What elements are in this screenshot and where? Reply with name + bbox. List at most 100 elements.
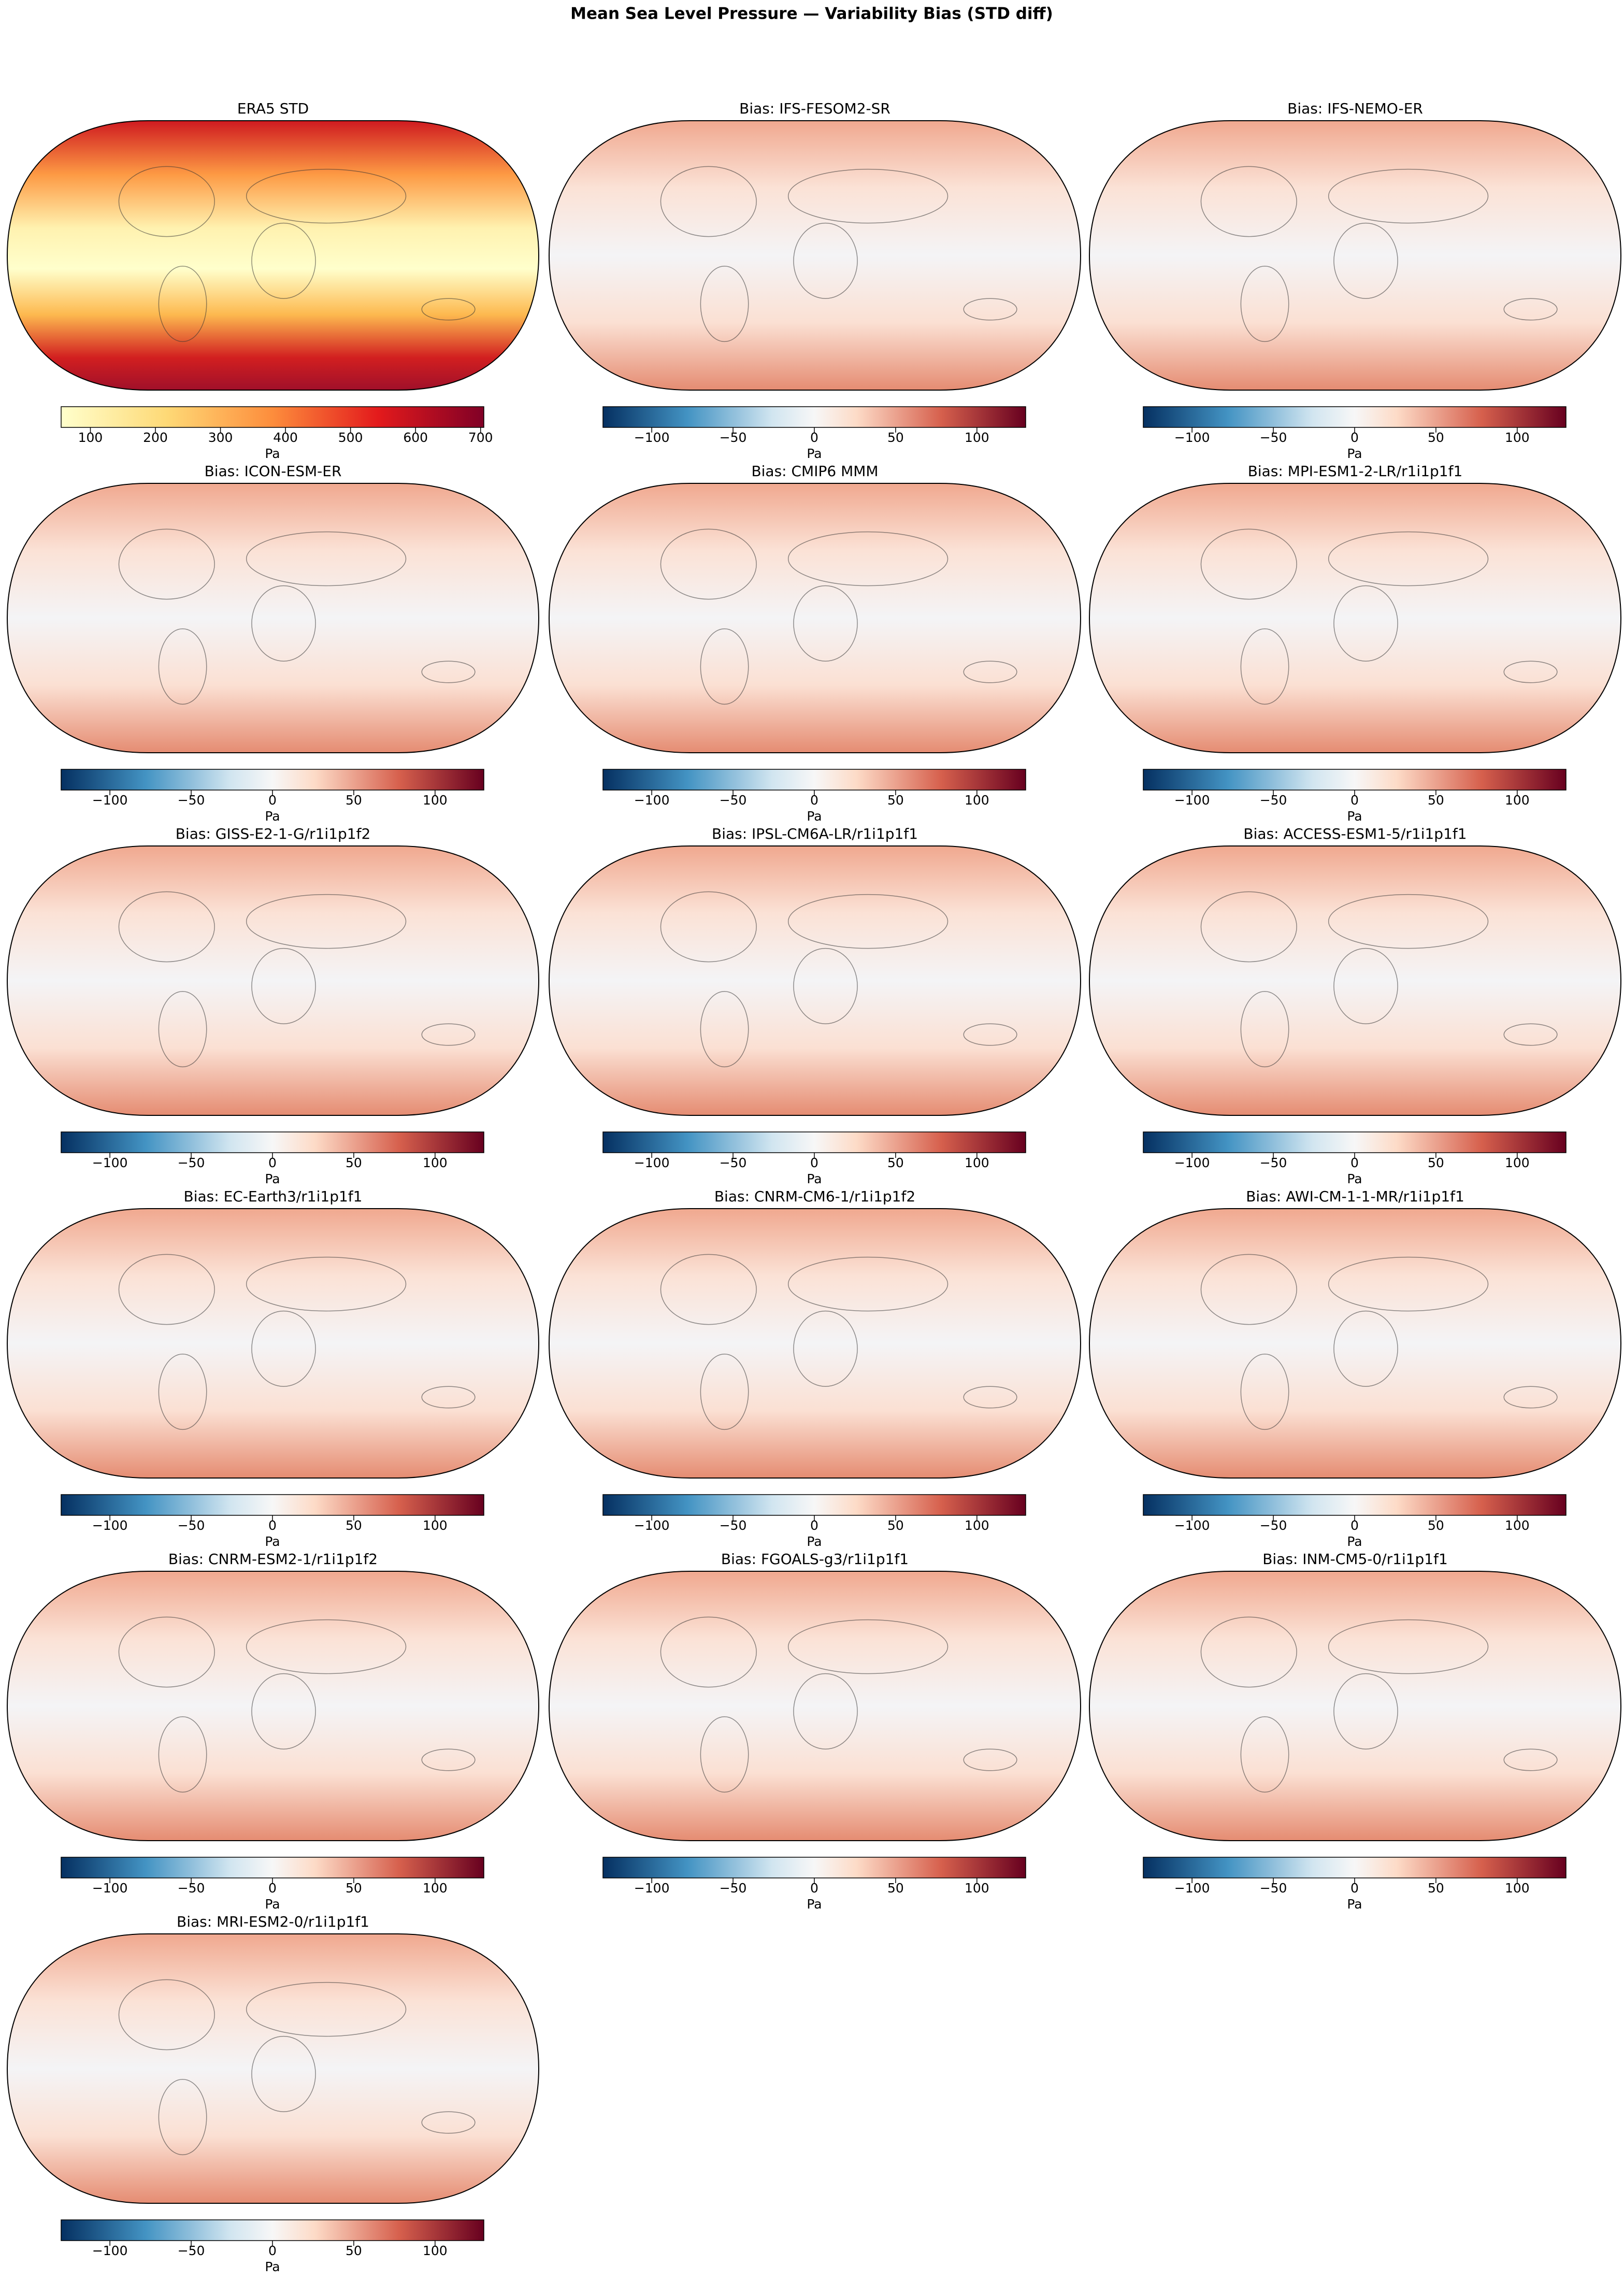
colorbar-tick-label: −100 (1174, 1881, 1210, 1896)
continent (246, 168, 407, 224)
colorbar-tick-label: 0 (268, 2243, 277, 2258)
panel-title: Bias: CMIP6 MMM (751, 463, 878, 480)
colorbar-tick-label: 100 (1505, 1518, 1530, 1533)
colorbar-tick-label: 500 (338, 430, 363, 445)
colorbar-tick-label: −100 (1174, 793, 1210, 808)
colorbar-tick-label: −100 (634, 1518, 670, 1533)
continent (700, 1354, 749, 1430)
colorbar-tick-label: 0 (810, 793, 818, 808)
panel-title: Bias: MRI-ESM2-0/r1i1p1f1 (177, 1913, 369, 1930)
map (1088, 1208, 1622, 1479)
continent (251, 2035, 316, 2112)
colorbar-tick-label: 50 (887, 1518, 904, 1533)
continent (793, 948, 858, 1024)
continent (158, 1716, 207, 1793)
continent (1200, 1254, 1297, 1325)
colorbar-label: Pa (265, 2259, 280, 2274)
colorbar (1143, 1857, 1566, 1878)
colorbar-tick-label: −100 (1174, 430, 1210, 445)
continent (421, 661, 476, 683)
panel-title: Bias: EC-Earth3/r1i1p1f1 (184, 1188, 363, 1205)
colorbar-tick-label: 0 (268, 1881, 277, 1896)
continent (118, 1616, 215, 1688)
continent (421, 1023, 476, 1046)
panel: Bias: AWI-CM-1-1-MR/r1i1p1f1 −100 −50 0 50 10… (1088, 1188, 1622, 1549)
continent (1328, 1619, 1489, 1674)
continent (251, 1310, 316, 1387)
map (6, 1571, 540, 1841)
continent (1503, 1023, 1558, 1046)
colorbar (61, 406, 484, 428)
colorbar (1143, 1494, 1566, 1516)
map (548, 483, 1082, 753)
panel: Bias: ACCESS-ESM1-5/r1i1p1f1 −100 −50 0 50 10… (1088, 825, 1622, 1186)
colorbar-tick-label: −50 (178, 2243, 205, 2258)
colorbar-tick-label: 50 (1428, 1881, 1444, 1896)
panel-title: Bias: FGOALS-g3/r1i1p1f1 (721, 1551, 909, 1568)
colorbar-label: Pa (265, 809, 280, 824)
continent (246, 1982, 407, 2037)
continent (118, 528, 215, 600)
panel: Bias: ICON-ESM-ER −100 −50 0 50 100 Pa (6, 463, 540, 824)
continent (787, 168, 948, 224)
continent (793, 222, 858, 299)
colorbar-tick-label: −100 (1174, 1155, 1210, 1170)
continent (700, 991, 749, 1068)
colorbar (1143, 769, 1566, 791)
colorbar-tick-label: 100 (1505, 1155, 1530, 1170)
colorbar-tick-label: −50 (720, 1881, 747, 1896)
continent (1333, 948, 1398, 1024)
colorbar (1143, 1131, 1566, 1153)
colorbar-tick-label: −50 (1260, 793, 1287, 808)
continent (1240, 266, 1289, 342)
panel: Bias: MRI-ESM2-0/r1i1p1f1 −100 −50 0 50 100 Pa (6, 1913, 540, 2274)
continent (660, 891, 757, 963)
colorbar-tick-label: 100 (965, 1881, 989, 1896)
colorbar-tick-label: 50 (346, 793, 362, 808)
panel: Bias: GISS-E2-1-G/r1i1p1f2 −100 −50 0 50 100 P… (6, 825, 540, 1186)
continent (1333, 222, 1398, 299)
colorbar-tick-label: 50 (887, 1881, 904, 1896)
continent (1503, 1748, 1558, 1771)
colorbar-tick-label: 50 (887, 430, 904, 445)
colorbar-tick-label: 100 (423, 2243, 448, 2258)
panel: Bias: MPI-ESM1-2-LR/r1i1p1f1 −100 −50 0 50 10… (1088, 463, 1622, 824)
colorbar-tick-label: −50 (1260, 1881, 1287, 1896)
colorbar-tick-label: 0 (810, 1518, 818, 1533)
colorbar-tick-label: 0 (1350, 430, 1359, 445)
continent (421, 1386, 476, 1409)
continent (1503, 1386, 1558, 1409)
colorbar-label: Pa (807, 809, 822, 824)
continent (963, 298, 1017, 321)
colorbar (61, 1857, 484, 1878)
colorbar (1143, 406, 1566, 428)
continent (158, 991, 207, 1068)
colorbar-tick-label: 0 (268, 1155, 277, 1170)
continent (700, 266, 749, 342)
continent (660, 1616, 757, 1688)
colorbar-tick-label: 50 (346, 1881, 362, 1896)
colorbar-tick-label: 0 (268, 1518, 277, 1533)
colorbar (602, 1131, 1026, 1153)
colorbar (602, 1857, 1026, 1878)
colorbar-tick-label: 100 (965, 793, 989, 808)
colorbar-label: Pa (1347, 1171, 1362, 1186)
continent (700, 628, 749, 705)
map (548, 1571, 1082, 1841)
colorbar-tick-label: 400 (273, 430, 298, 445)
colorbar-label: Pa (807, 446, 822, 461)
colorbar-tick-label: −50 (1260, 1518, 1287, 1533)
colorbar-tick-label: 50 (1428, 430, 1444, 445)
colorbar-tick-label: −100 (92, 1155, 128, 1170)
colorbar-tick-label: −100 (634, 1155, 670, 1170)
colorbar-tick-label: 100 (965, 1155, 989, 1170)
continent (251, 222, 316, 299)
map (6, 1933, 540, 2204)
continent (660, 166, 757, 237)
map (548, 120, 1082, 391)
colorbar (602, 1494, 1026, 1516)
colorbar-tick-label: 700 (468, 430, 493, 445)
map (1088, 120, 1622, 391)
colorbar-tick-label: −50 (1260, 1155, 1287, 1170)
figure-title: Mean Sea Level Pressure — Variability Bi… (570, 5, 1053, 23)
